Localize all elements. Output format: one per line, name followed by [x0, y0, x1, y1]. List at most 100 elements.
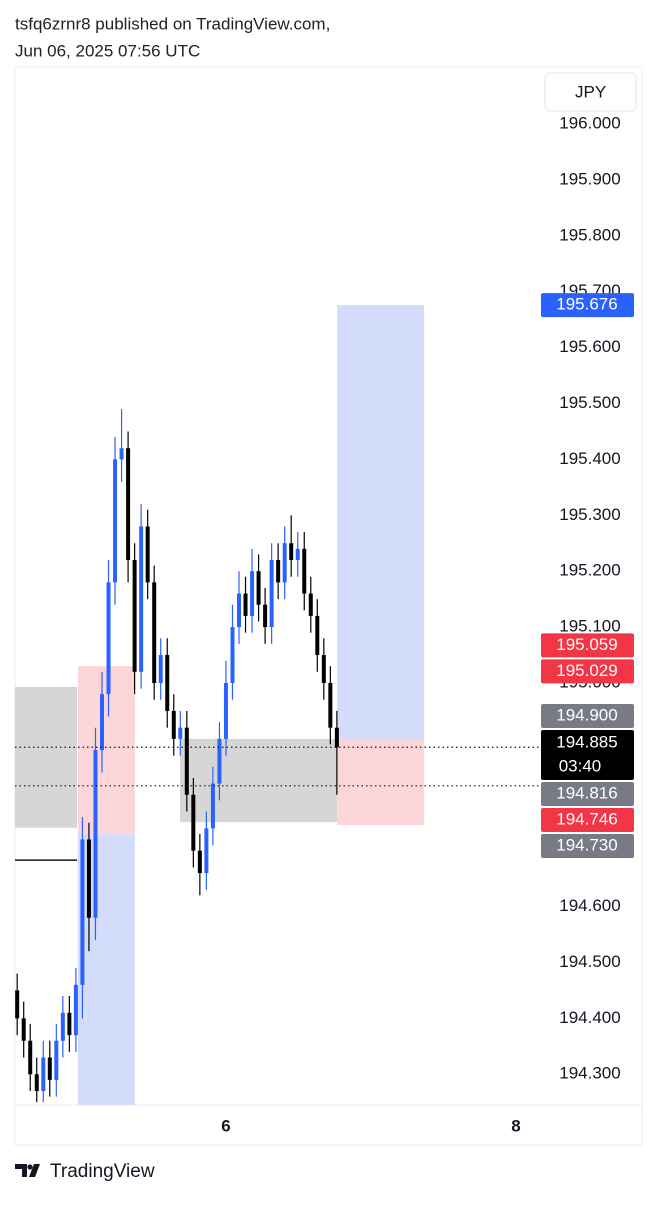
price-label: 194.900 [556, 705, 617, 724]
price-label: 195.676 [556, 295, 617, 314]
x-tick-label: 8 [511, 1116, 520, 1135]
y-tick-label: 195.600 [559, 337, 620, 356]
candle-body [263, 604, 268, 628]
plot-area [15, 305, 425, 1105]
candle-body [210, 783, 215, 829]
candle-body [60, 1012, 65, 1041]
candle-body [126, 448, 131, 561]
candle-body [47, 1057, 52, 1080]
candle-body [93, 750, 98, 918]
candle-body [256, 571, 261, 605]
candle-body [328, 682, 333, 728]
brand: TradingView [50, 1161, 155, 1182]
candle-body [86, 839, 91, 918]
y-tick-label: 195.900 [559, 169, 620, 188]
zone [337, 738, 425, 825]
zone [77, 666, 135, 834]
candle-body [308, 593, 313, 616]
price-label-bg [541, 659, 634, 684]
publish-date: Jun 06, 2025 07:56 UTC [15, 41, 200, 60]
y-tick-label: 194.600 [559, 896, 620, 915]
price-axis: 194.300194.400194.500194.600194.700194.8… [559, 113, 620, 1082]
candle-body [269, 560, 274, 628]
candle-body [223, 682, 228, 739]
y-tick-label: 195.300 [559, 505, 620, 524]
candle-body [237, 593, 242, 628]
y-tick-label: 195.800 [559, 225, 620, 244]
zone [15, 686, 78, 828]
candle-body [282, 543, 287, 583]
currency-button[interactable] [544, 72, 637, 112]
candle-body [21, 1018, 26, 1041]
candle-body [217, 738, 222, 784]
candle-body [289, 543, 294, 561]
candle-body [152, 582, 157, 683]
candle-body [15, 990, 20, 1019]
y-tick-label: 195.400 [559, 449, 620, 468]
zone [77, 833, 135, 1105]
zone [337, 305, 425, 739]
candle-body [334, 727, 339, 748]
y-tick-label: 194.500 [559, 952, 620, 971]
candle-body [321, 655, 326, 683]
price-label: 195.029 [556, 661, 617, 680]
candle-body [73, 984, 78, 1036]
candle-body [106, 582, 111, 695]
candle-body [54, 1040, 59, 1080]
candle-body [132, 560, 137, 672]
candle-body [113, 459, 118, 583]
price-label: 195.059 [556, 635, 617, 654]
candle-body [184, 727, 189, 795]
y-tick-label: 195.200 [559, 561, 620, 580]
price-label: 194.885 [556, 732, 617, 751]
candle-body [243, 593, 248, 616]
y-tick-label: 195.500 [559, 393, 620, 412]
price-label-bg [541, 729, 634, 780]
candle-body [145, 526, 150, 583]
candle-body [80, 839, 85, 985]
candle-body [139, 526, 144, 672]
candle-body [41, 1057, 46, 1092]
price-label-bg [541, 293, 634, 318]
countdown: 03:40 [559, 756, 602, 775]
candle-body [197, 850, 202, 874]
currency-label[interactable]: JPY [575, 82, 606, 101]
candle-body [230, 627, 235, 683]
candle-body [99, 694, 104, 751]
y-tick-label: 194.400 [559, 1008, 620, 1027]
price-label: 194.730 [556, 835, 617, 854]
y-tick-label: 196.000 [559, 113, 620, 132]
candle-body [34, 1074, 39, 1092]
candle-body [302, 548, 307, 594]
candle-body [178, 727, 183, 739]
x-tick-label: 6 [221, 1116, 230, 1135]
logo-dot [27, 1164, 33, 1170]
y-tick-label: 195.100 [559, 617, 620, 636]
logo-icon [15, 1164, 40, 1177]
price-label-bg [541, 703, 634, 728]
price-labels: 195.676 195.059 195.029 194.900 194.885 03:40… [541, 293, 634, 858]
zone [179, 738, 338, 823]
price-label: 194.816 [556, 783, 617, 802]
candle-body [315, 615, 320, 656]
price-label: 194.746 [556, 809, 617, 828]
candle-body [171, 710, 176, 739]
candle-body [165, 655, 170, 711]
price-label-bg [541, 633, 634, 658]
candle-body [204, 828, 209, 874]
price-label-bg [541, 807, 634, 832]
publisher-line: tsfq6zrnr8 published on TradingView.com, [15, 14, 330, 33]
y-tick-label: 194.300 [559, 1064, 620, 1083]
candle-body [276, 560, 281, 583]
price-label-bg [541, 781, 634, 806]
candle-body [295, 548, 300, 561]
candle-body [158, 655, 163, 683]
candle-body [191, 794, 196, 851]
candle-body [28, 1040, 33, 1075]
chart-frame [14, 66, 643, 1146]
candle-body [119, 448, 124, 460]
price-label-bg [541, 833, 634, 858]
candle-body [250, 571, 255, 616]
